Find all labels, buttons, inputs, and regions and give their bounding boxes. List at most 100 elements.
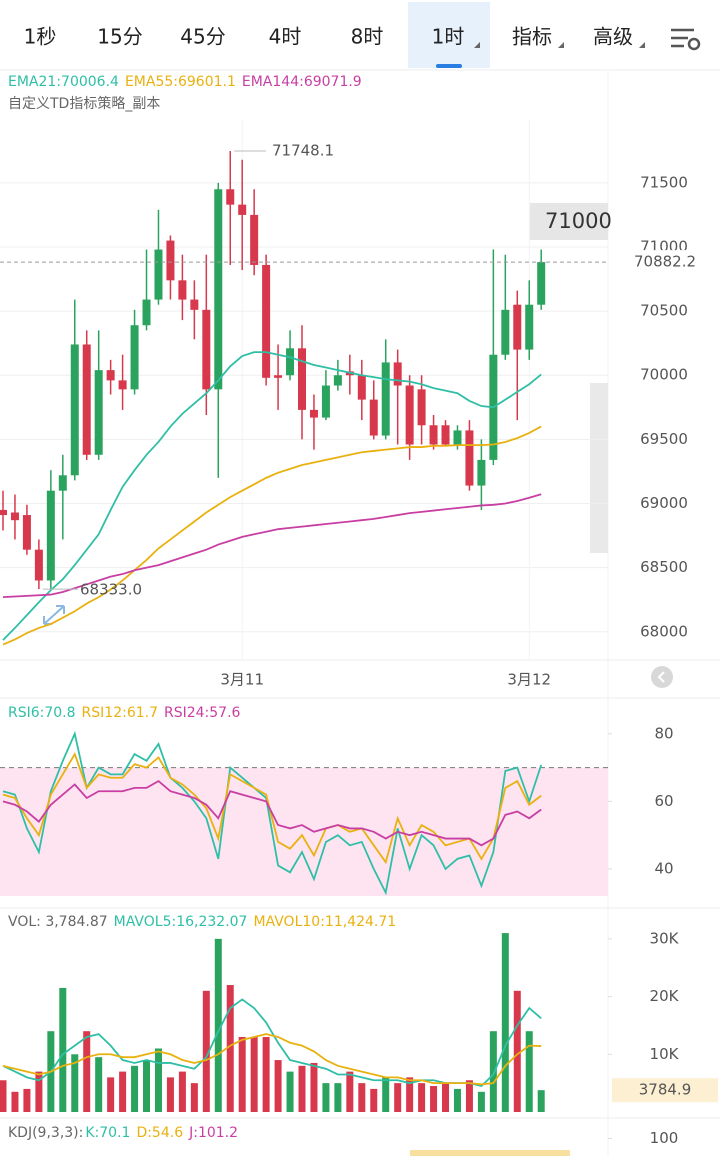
- candle-body: [190, 299, 199, 310]
- candle-body: [214, 189, 223, 390]
- volume-bar: [489, 1031, 497, 1112]
- subtitle: 自定义TD指标策略_副本: [8, 95, 160, 112]
- volume-bar: [334, 1083, 342, 1112]
- candle-body: [10, 512, 19, 521]
- volume-bar: [262, 1036, 270, 1112]
- volume-bar: [382, 1077, 390, 1112]
- scroll-arrow: [657, 671, 665, 683]
- y-tick-label: 30K: [650, 929, 680, 947]
- volume-bar: [23, 1088, 31, 1112]
- panel-title: KDJ(9,3,3):: [8, 1125, 83, 1141]
- tab[interactable]: 指标: [512, 25, 552, 49]
- scroll-button[interactable]: [651, 666, 673, 688]
- indicator-line: [2, 751, 542, 865]
- volume-bar: [166, 1077, 174, 1112]
- volume-bar: [406, 1077, 414, 1112]
- crosshair-label: 71000: [545, 209, 612, 233]
- candle-body: [429, 425, 438, 445]
- volume-bar: [537, 1090, 545, 1112]
- volume-last-box: [612, 1078, 718, 1103]
- candle-body: [309, 409, 318, 418]
- candle-body: [22, 515, 31, 550]
- tab[interactable]: 45分: [180, 25, 225, 49]
- candle-body: [405, 385, 414, 445]
- candle-body: [166, 240, 175, 281]
- candle-body: [0, 509, 7, 516]
- y-tick-label: 20K: [650, 987, 680, 1005]
- volume-bar: [178, 1071, 186, 1112]
- volume-bar: [322, 1083, 330, 1112]
- candle-body: [453, 430, 462, 445]
- crosshair-box: [530, 202, 608, 240]
- bottom-strip: [410, 1150, 570, 1156]
- volume-bar: [358, 1083, 366, 1112]
- candle-body: [465, 430, 474, 486]
- settings-icon[interactable]: [671, 28, 701, 51]
- indicator-line: [2, 730, 543, 896]
- tab[interactable]: 4时: [269, 25, 302, 49]
- rsi-band: [0, 767, 608, 896]
- volume-bar: [59, 987, 67, 1112]
- volume-bar: [190, 1083, 198, 1112]
- candle-body: [333, 375, 342, 386]
- tab[interactable]: 1时: [432, 25, 465, 49]
- legend-entry: RSI12:61.7: [82, 705, 158, 721]
- volume-bar: [442, 1083, 450, 1112]
- candle-body: [70, 344, 79, 476]
- volume-bar: [226, 985, 234, 1112]
- candle-body: [369, 399, 378, 436]
- volume-bar: [131, 1065, 139, 1112]
- volume-bar: [286, 1071, 294, 1112]
- volume-bar: [35, 1071, 43, 1112]
- x-tick-label: 3月11: [220, 671, 264, 689]
- legend-entry: EMA55:69601.1: [125, 74, 236, 90]
- candle-body: [58, 475, 67, 491]
- expand-icon[interactable]: [43, 605, 65, 625]
- candle-body: [142, 299, 151, 326]
- candle-body: [298, 348, 306, 410]
- candle-body: [94, 370, 103, 455]
- indicator-line: [2, 493, 542, 599]
- legend-entry: EMA144:69071.9: [242, 74, 362, 90]
- volume-bar: [346, 1071, 354, 1112]
- candle-body: [501, 309, 510, 355]
- indicator-line: [2, 1033, 542, 1086]
- volume-bar: [95, 1057, 103, 1112]
- y-tick-label: 71500: [640, 173, 688, 191]
- legend-entry: EMA21:70006.4: [8, 74, 119, 90]
- tab[interactable]: 1秒: [24, 25, 57, 49]
- low-label: 68333.0: [80, 581, 142, 599]
- candle-body: [525, 304, 534, 350]
- volume-bar: [214, 938, 222, 1112]
- x-tick-label: 3月12: [507, 671, 551, 689]
- last-price-label: 70882.2: [634, 253, 696, 271]
- candle-body: [286, 348, 295, 376]
- y-tick-label: 40: [654, 859, 673, 877]
- y-tick-label: 70000: [640, 366, 688, 384]
- y-tick-label: 60: [654, 792, 673, 810]
- volume-bar: [430, 1086, 438, 1112]
- volume-bar: [370, 1088, 378, 1112]
- volume-bar: [119, 1071, 127, 1112]
- active-tab-bg: [408, 2, 490, 68]
- legend-entry: K:70.1: [85, 1125, 130, 1141]
- candle-body: [250, 214, 259, 265]
- volume-bar: [250, 1036, 258, 1112]
- volume-last-label: 3784.9: [639, 1081, 692, 1099]
- candle-body: [238, 204, 247, 215]
- volume-bar: [11, 1091, 19, 1112]
- candle-body: [82, 344, 91, 455]
- tab[interactable]: 高级: [593, 25, 633, 49]
- candle-body: [262, 264, 271, 378]
- volume-bar: [143, 1060, 151, 1112]
- volume-bar: [465, 1080, 473, 1112]
- tab[interactable]: 8时: [351, 25, 384, 49]
- volume-bar: [477, 1091, 485, 1112]
- tab[interactable]: 15分: [97, 25, 142, 49]
- candle-body: [226, 189, 235, 205]
- indicator-line: [2, 425, 542, 646]
- volume-bar: [513, 990, 521, 1112]
- legend-entry: VOL: 3,784.87: [8, 914, 108, 930]
- candle-body: [202, 309, 211, 390]
